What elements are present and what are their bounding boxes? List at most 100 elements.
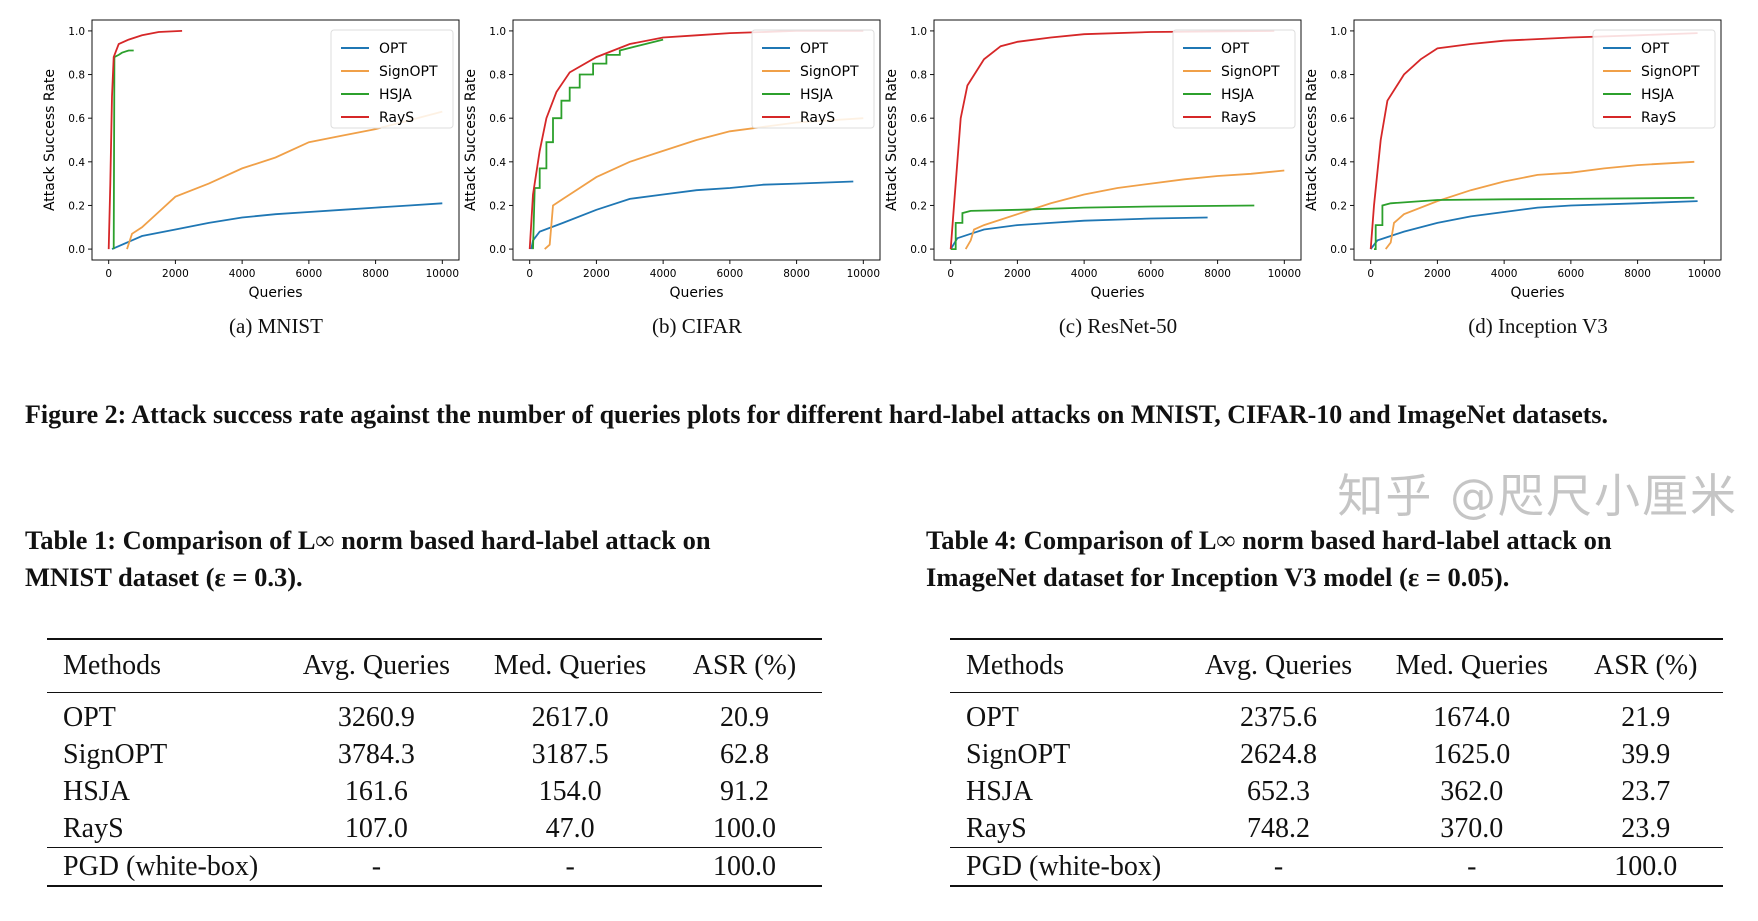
table-cell: PGD (white-box) [966,850,1162,882]
y-tick-label: 1.0 [1330,26,1347,38]
x-tick-label: 8000 [362,268,389,280]
chart-3: 0 2000 4000 6000 8000 10000 0.0 0.2 0.4 0.6 0.8 1.0… [1304,19,1722,301]
column-header: ASR (%) [692,650,797,681]
table4-caption-line2: ImageNet dataset for Inception V3 model … [926,562,1510,592]
column-header: Med. Queries [1395,650,1548,681]
table-cell: 154.0 [538,775,602,807]
table-cell: 2624.8 [1240,738,1318,770]
legend-label-signopt: SignOPT [379,64,438,80]
table-cell: - [371,850,382,882]
series-line-signopt [126,110,443,250]
x-tick-label: 4000 [1491,268,1518,280]
table1: Methods Avg. Queries Med. Queries ASR (%) OP… [47,638,822,887]
axes-frame [512,19,881,261]
table-row: PGD (white-box) - - 100.0 [950,847,1723,886]
legend-label-signopt: SignOPT [1641,64,1700,80]
watermark: 知乎 @咫尺小厘米 [1337,469,1738,523]
x-tick-label: 10000 [847,268,880,280]
axes-frame [1353,19,1722,261]
series-line-rays [949,30,1275,250]
x-axis-label: Queries [248,285,302,301]
series-line-hsja [532,38,664,250]
legend-label-rays: RayS [1221,110,1256,126]
y-tick-label: 0.8 [489,70,506,82]
subcaption-a: (a) MNIST [229,314,323,338]
table-cell: 39.9 [1621,738,1671,770]
table-cell: 1674.0 [1433,701,1511,733]
table-row: RayS 748.2 370.0 23.9 [950,810,1723,848]
table-row: RayS 107.0 47.0 100.0 [47,810,822,848]
table-cell: PGD (white-box) [63,850,259,882]
y-tick-label: 0.0 [1330,244,1347,256]
table4-caption: Table 4: Comparison of L∞ norm based har… [926,522,1612,596]
y-axis-label: Attack Success Rate [1304,69,1320,211]
table-cell: 91.2 [720,775,769,807]
subcaption-c: (c) ResNet-50 [1058,314,1178,338]
series-line-hsja [1374,196,1695,250]
table-cell: HSJA [966,775,1033,807]
x-tick-label: 6000 [716,268,743,280]
table-cell: 2617.0 [531,701,609,733]
x-tick-label: 8000 [1204,268,1231,280]
table4-caption-line1: Table 4: Comparison of L∞ norm based har… [926,525,1612,555]
x-axis-label: Queries [1090,285,1144,301]
y-tick-label: 0.0 [910,244,927,256]
table-cell: - [1467,850,1477,882]
legend-box [1592,29,1716,129]
y-axis-label: Attack Success Rate [42,69,58,211]
series-line-opt [111,202,443,250]
legend-label-hsja: HSJA [800,87,833,103]
y-tick-label: 0.0 [489,244,506,256]
series-line-signopt [964,169,1285,250]
table-cell: HSJA [63,775,130,807]
table-cell: 20.9 [720,701,769,733]
legend-label-hsja: HSJA [1641,87,1674,103]
x-tick-label: 10000 [1688,268,1721,280]
table-row: OPT 2375.6 1674.0 21.9 [950,693,1723,737]
table-cell: 100.0 [1614,850,1678,882]
table-cell: 652.3 [1247,775,1311,807]
legend-label-signopt: SignOPT [1221,64,1280,80]
table-cell: 1625.0 [1433,738,1511,770]
series-line-signopt [1384,160,1695,250]
y-tick-label: 1.0 [910,26,927,38]
y-axis-label: Attack Success Rate [463,69,479,211]
series-line-rays [528,30,864,250]
series-line-opt [949,216,1208,250]
y-tick-label: 0.4 [1330,157,1347,169]
legend-label-rays: RayS [1641,110,1676,126]
legend-box [751,29,875,129]
table-cell: 3260.9 [337,701,415,733]
x-tick-label: 8000 [783,268,810,280]
series-line-hsja [112,49,134,250]
x-tick-label: 2000 [1424,268,1451,280]
table-cell: 161.6 [344,775,408,807]
y-tick-label: 0.2 [489,200,506,212]
table-cell: 47.0 [545,812,595,844]
column-header: Methods [63,650,161,681]
table-row: PGD (white-box) - - 100.0 [47,847,822,886]
x-tick-label: 2000 [162,268,189,280]
table-cell: - [1273,850,1284,882]
y-tick-label: 0.4 [910,157,927,169]
table-cell: RayS [63,812,124,844]
y-tick-label: 1.0 [489,26,506,38]
column-header: Med. Queries [493,650,647,681]
y-tick-label: 0.6 [910,113,927,125]
column-header: Avg. Queries [1204,650,1353,681]
table-cell: 362.0 [1440,775,1504,807]
table-row: HSJA 652.3 362.0 23.7 [950,773,1723,810]
legend-label-opt: OPT [800,41,828,57]
y-tick-label: 0.2 [910,200,927,212]
axes-frame [91,19,460,261]
table-cell: OPT [63,701,116,733]
y-tick-label: 0.4 [68,157,85,169]
table-cell: RayS [966,812,1027,844]
x-tick-label: 10000 [426,268,459,280]
legend-label-opt: OPT [379,41,407,57]
axes-frame [933,19,1302,261]
table-cell: 62.8 [720,738,769,770]
table-cell: 100.0 [713,850,776,882]
table-cell: SignOPT [63,738,168,770]
table-cell: SignOPT [966,738,1071,770]
